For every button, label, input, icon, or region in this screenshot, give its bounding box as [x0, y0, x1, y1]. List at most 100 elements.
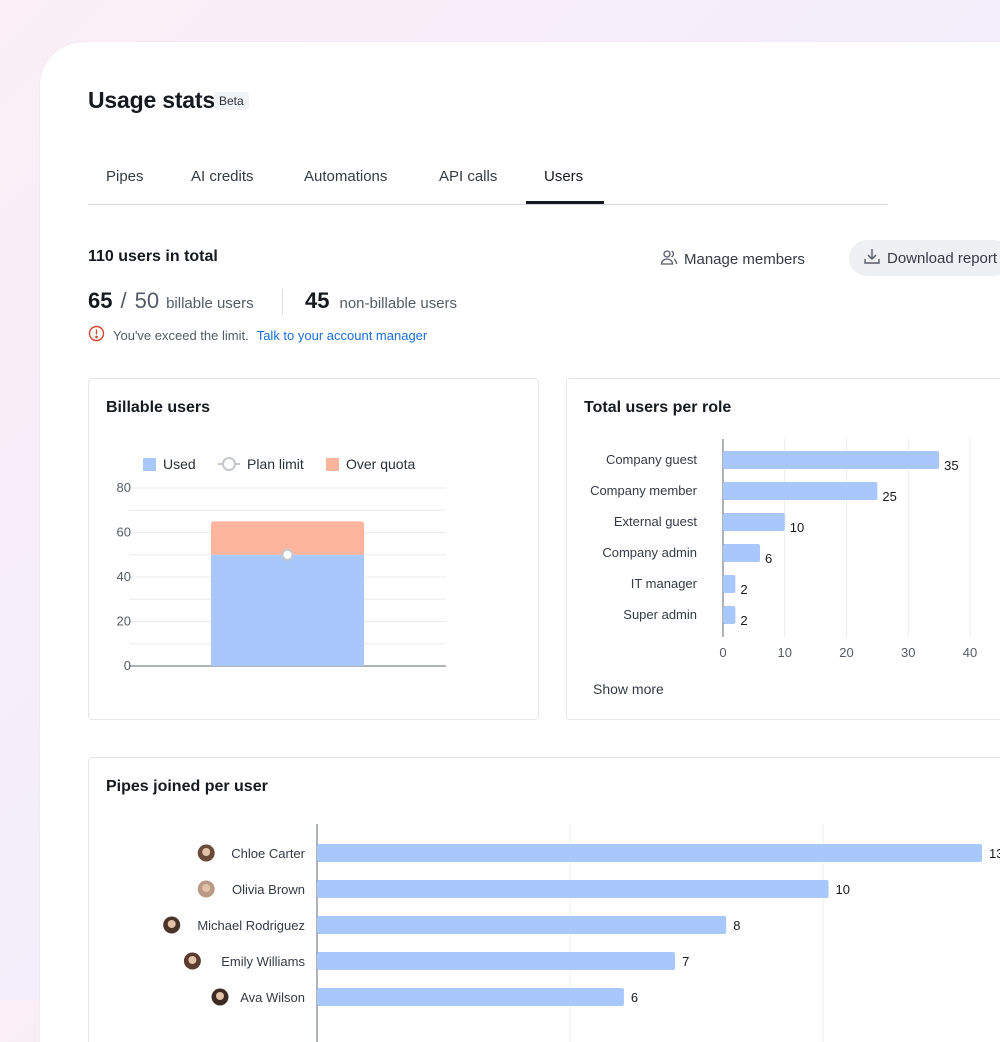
plan-limit-marker [281, 548, 294, 561]
user-avatar-face [188, 956, 197, 964]
tab-users[interactable]: Users [544, 168, 584, 185]
bar-over-quota [211, 521, 364, 555]
role-bar [723, 606, 736, 624]
pipes-per-user-panel: Pipes joined per user Chloe Carter 13 Oliv… [88, 757, 1000, 1042]
category-label: Company admin [602, 545, 697, 560]
y-tick-label: 0 [124, 658, 131, 673]
bar-used [211, 554, 364, 666]
users-per-role-panel: Total users per role 0 10 20 30 40 Company gu… [566, 378, 1000, 720]
summary-divider [282, 289, 283, 315]
account-manager-link[interactable]: Talk to your account manager [256, 327, 428, 343]
user-avatar-face [167, 920, 176, 928]
legend-over-quota-label: Over quota [346, 456, 416, 472]
role-bar [723, 482, 878, 500]
data-label: 2 [740, 582, 747, 597]
legend-used-label: Used [163, 456, 196, 472]
legend-plan-limit-label: Plan limit [247, 456, 304, 472]
user-avatar-face [216, 992, 224, 1000]
total-users-heading: 110 users in total [88, 248, 218, 265]
manage-members-label: Manage members [684, 250, 805, 268]
beta-badge: Beta [214, 92, 249, 110]
data-label: 7 [682, 954, 689, 969]
category-label: External guest [614, 514, 697, 529]
warning-text: You've exceed the limit. [113, 327, 249, 343]
data-label: 6 [631, 990, 638, 1005]
role-bar [723, 513, 785, 531]
legend-over-quota: Over quota [326, 456, 415, 472]
category-label: Super admin [623, 607, 697, 622]
data-label: 25 [882, 489, 896, 504]
pipe-bar [317, 916, 727, 934]
user-avatar-face [202, 848, 211, 856]
billable-users-chart: 0 20 40 60 80 [117, 480, 446, 673]
pipe-bar [317, 952, 676, 970]
user-name-label: Ava Wilson [240, 990, 305, 1005]
pipe-bar [317, 880, 829, 898]
download-report-label: Download report [887, 249, 998, 267]
x-tick-label: 20 [839, 645, 853, 660]
billable-users-panel: Billable users Used Plan limit Over quot… [88, 378, 539, 720]
category-label: IT manager [631, 576, 698, 591]
tab-automations[interactable]: Automations [304, 168, 388, 185]
legend-over-quota-swatch [326, 457, 339, 471]
pipe-bar [317, 844, 982, 862]
non-billable-count: 45 [305, 288, 330, 313]
manage-members-button[interactable]: Manage members [660, 248, 805, 270]
user-avatar-face [202, 884, 211, 892]
data-label: 8 [733, 918, 740, 933]
y-tick-label: 80 [117, 480, 131, 495]
billable-separator: / [120, 288, 127, 313]
billable-label: billable users [166, 295, 254, 312]
show-more-button[interactable]: Show more [593, 681, 664, 697]
legend-plan-limit: Plan limit [218, 456, 304, 472]
active-tab-indicator [526, 201, 604, 204]
pipe-bar [317, 988, 624, 1006]
billable-users-title: Billable users [106, 399, 211, 416]
data-label: 6 [765, 551, 772, 566]
users-per-role-chart: 0 10 20 30 40 Company guest 35 Company member 25… [590, 439, 977, 660]
users-icon [660, 248, 678, 270]
user-name-label: Michael Rodriguez [197, 918, 305, 933]
non-billable-summary: 45 non-billable users [305, 288, 457, 314]
tab-ai-credits[interactable]: AI credits [191, 168, 254, 185]
legend-used-swatch [143, 457, 156, 471]
tab-bar: Pipes AI credits Automations API calls U… [88, 152, 888, 205]
plan-limit-marker-icon [218, 457, 240, 471]
y-tick-label: 60 [117, 525, 131, 540]
page-title: Usage stats [88, 87, 215, 113]
download-report-button[interactable]: Download report [849, 240, 1000, 276]
limit-warning: You've exceed the limit. Talk to your ac… [88, 325, 427, 345]
legend-used: Used [143, 456, 196, 472]
x-tick-label: 40 [963, 645, 977, 660]
users-per-role-title: Total users per role [584, 399, 732, 416]
tab-pipes[interactable]: Pipes [106, 168, 144, 185]
tab-api-calls[interactable]: API calls [439, 168, 498, 185]
billable-summary: 65 / 50 billable users [88, 288, 254, 314]
x-tick-label: 30 [901, 645, 915, 660]
role-bar [723, 451, 940, 469]
billable-limit: 50 [134, 288, 160, 313]
data-label: 35 [944, 458, 958, 473]
category-label: Company member [590, 483, 698, 498]
alert-circle-icon [88, 325, 105, 345]
x-tick-label: 0 [719, 645, 726, 660]
data-label: 2 [740, 613, 747, 628]
download-icon [863, 247, 881, 269]
pipes-per-user-title: Pipes joined per user [106, 778, 268, 795]
billable-used-count: 65 [88, 288, 113, 313]
pipes-per-user-chart: Chloe Carter 13 Olivia Brown 10 Michael Rodr… [163, 824, 1000, 1042]
data-label: 13 [989, 846, 1000, 861]
usage-stats-card: Usage stats Beta Pipes AI credits Automa… [40, 42, 1000, 1042]
user-name-label: Olivia Brown [232, 882, 305, 897]
user-name-label: Chloe Carter [231, 846, 305, 861]
role-bar [723, 575, 736, 593]
non-billable-label: non-billable users [339, 295, 458, 312]
user-name-label: Emily Williams [221, 954, 305, 969]
data-label: 10 [836, 882, 850, 897]
y-tick-label: 40 [117, 569, 131, 584]
x-tick-label: 10 [778, 645, 792, 660]
y-tick-label: 20 [117, 614, 131, 629]
category-label: Company guest [606, 452, 697, 467]
role-bar [723, 544, 761, 562]
data-label: 10 [790, 520, 804, 535]
